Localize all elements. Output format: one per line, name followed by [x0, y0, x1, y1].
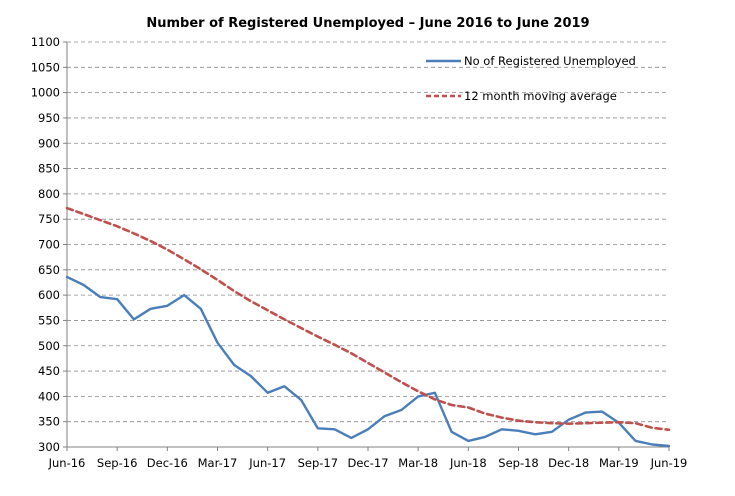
y-tick-label: 1100 — [31, 35, 60, 49]
y-tick-label: 450 — [38, 364, 60, 378]
x-tick-label: Dec-16 — [147, 456, 188, 470]
x-tick-label: Mar-19 — [599, 456, 639, 470]
y-tick-label: 500 — [38, 339, 60, 353]
series-lines — [65, 206, 671, 448]
series-line-registered-unemployed — [65, 275, 671, 448]
y-tick-label: 1050 — [31, 60, 60, 74]
x-tick-label: Sep-18 — [498, 456, 538, 470]
y-tick-label: 800 — [38, 187, 60, 201]
y-tick-label: 900 — [38, 136, 60, 150]
legend-label-registered-unemployed: No of Registered Unemployed — [464, 54, 636, 68]
x-tick-label: Dec-17 — [347, 456, 388, 470]
legend: No of Registered Unemployed 12 month mov… — [426, 54, 636, 103]
x-axis-tick-labels: Jun-16 Sep-16 Dec-16 Mar-17 Jun-17 Sep-17 Dec-… — [48, 456, 688, 470]
x-tick-label: Mar-17 — [198, 456, 238, 470]
y-tick-label: 750 — [38, 212, 60, 226]
x-tick-label: Jun-19 — [650, 456, 688, 470]
y-axis-tick-labels: 300 350 400 450 500 550 600 650 700 750 800 850 900 9… — [31, 35, 60, 454]
y-tick-label: 550 — [38, 313, 60, 327]
chart-title: Number of Registered Unemployed – June 2… — [146, 16, 589, 31]
x-tick-label: Dec-18 — [548, 456, 589, 470]
x-tick-label: Jun-18 — [449, 456, 487, 470]
x-tick-label: Jun-17 — [248, 456, 286, 470]
y-tick-label: 600 — [38, 288, 60, 302]
x-tick-label: Jun-16 — [48, 456, 86, 470]
x-tick-label: Sep-17 — [298, 456, 338, 470]
y-tick-label: 350 — [38, 415, 60, 429]
x-tick-label: Sep-16 — [97, 456, 137, 470]
y-tick-label: 950 — [38, 111, 60, 125]
x-tick-label: Mar-18 — [398, 456, 438, 470]
y-tick-label: 850 — [38, 162, 60, 176]
y-tick-label: 700 — [38, 238, 60, 252]
y-tick-label: 400 — [38, 389, 60, 403]
gridlines — [67, 41, 669, 423]
series-line-moving-average — [65, 206, 671, 432]
y-tick-label: 1000 — [31, 86, 60, 100]
legend-label-moving-average: 12 month moving average — [464, 89, 617, 103]
axes — [63, 41, 670, 451]
y-tick-label: 650 — [38, 263, 60, 277]
y-tick-label: 300 — [38, 440, 60, 454]
